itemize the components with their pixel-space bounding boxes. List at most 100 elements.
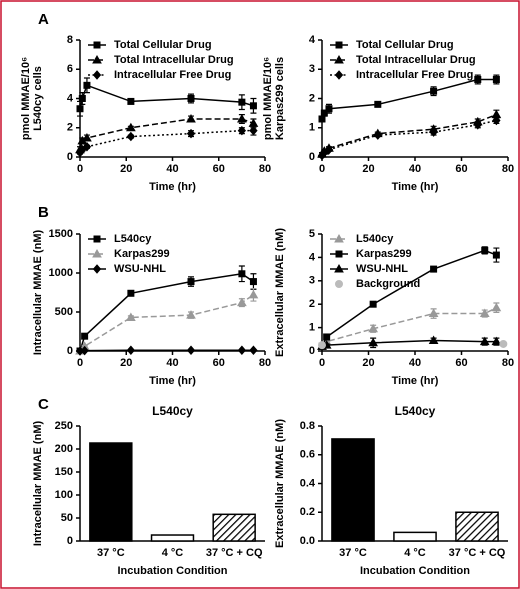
marker [249, 102, 257, 110]
y-tick-label: 2 [309, 92, 315, 104]
legend-label: Karpas299 [114, 248, 170, 260]
legend-marker [92, 248, 102, 258]
legend-label: Total Cellular Drug [114, 39, 212, 51]
legend-label: L540cy [114, 233, 152, 245]
panel-label: B [38, 204, 49, 221]
x-tick-label: 0 [77, 163, 83, 175]
marker [325, 105, 333, 113]
y-tick-label: 1000 [49, 267, 73, 279]
y-tick-label: 200 [55, 443, 73, 455]
y-tick-label: 50 [61, 512, 73, 524]
marker [248, 289, 259, 299]
legend-label: Background [356, 278, 420, 290]
marker [127, 97, 135, 105]
marker [126, 131, 136, 142]
legend-label: Intracellular Free Drug [356, 69, 473, 81]
marker [126, 345, 136, 355]
x-tick-label: 4 °C [404, 547, 426, 559]
y-tick-label: 500 [55, 306, 73, 318]
x-tick-label: 60 [213, 163, 225, 175]
bar [455, 511, 499, 542]
y-tick-label: 5 [309, 228, 315, 240]
x-tick-label: 20 [120, 357, 132, 369]
y-tick-label: 0 [309, 345, 315, 357]
marker [492, 251, 500, 259]
marker [491, 336, 502, 346]
legend-label: Intracellular Free Drug [114, 69, 231, 81]
x-tick-label: 20 [362, 163, 374, 175]
x-tick-label: 80 [259, 163, 271, 175]
x-tick-label: 40 [166, 163, 178, 175]
marker [186, 345, 196, 355]
marker [430, 265, 438, 273]
x-tick-label: 0 [77, 357, 83, 369]
bar [331, 438, 375, 542]
marker [237, 297, 247, 307]
marker [430, 87, 438, 95]
bar [212, 513, 256, 542]
legend-marker [334, 70, 344, 80]
marker [238, 98, 246, 106]
x-tick-label: 80 [502, 357, 514, 369]
marker [429, 127, 438, 137]
x-axis-label: Time (hr) [149, 375, 196, 387]
marker [186, 128, 196, 139]
marker [238, 270, 246, 278]
y-tick-label: 100 [55, 489, 73, 501]
y-tick-label: 0.8 [300, 420, 315, 432]
x-tick-label: 40 [166, 357, 178, 369]
y-tick-label: 250 [55, 420, 73, 432]
x-tick-label: 0 [319, 163, 325, 175]
y-tick-label: 0 [67, 535, 73, 547]
legend-marker [92, 264, 102, 274]
marker [237, 125, 247, 136]
bar [393, 531, 437, 542]
marker [479, 336, 490, 346]
x-tick-label: 80 [259, 357, 271, 369]
marker [499, 339, 508, 348]
y-tick-label: 4 [67, 92, 74, 104]
marker [82, 132, 92, 142]
marker [369, 300, 377, 308]
legend-marker [92, 70, 102, 80]
legend-marker [334, 263, 344, 273]
y-tick-label: 0 [67, 151, 73, 163]
legend-label: WSU-NHL [114, 263, 166, 275]
legend-label: Karpas299 [356, 248, 412, 260]
legend-marker [334, 233, 344, 243]
marker [237, 113, 247, 123]
y-axis-label: Extracellular MMAE (nM) [274, 228, 286, 357]
marker [186, 113, 196, 123]
marker [318, 115, 326, 123]
x-tick-label: 4 °C [162, 547, 184, 559]
y-tick-label: 0.6 [300, 449, 315, 461]
x-tick-label: 37 °C + CQ [206, 547, 263, 559]
legend-label: Total Cellular Drug [356, 39, 454, 51]
marker [81, 332, 89, 340]
x-axis-label: Time (hr) [149, 181, 196, 193]
y-tick-label: 0.2 [300, 506, 315, 518]
bar [89, 442, 133, 542]
y-tick-label: 0.0 [300, 535, 315, 547]
x-tick-label: 40 [409, 357, 421, 369]
marker [491, 302, 502, 312]
legend-marker [335, 280, 343, 288]
chart-title: L540cy [395, 404, 436, 418]
y-tick-label: 0 [309, 151, 315, 163]
marker [492, 75, 500, 83]
x-tick-label: 60 [213, 357, 225, 369]
x-axis-label: Time (hr) [392, 375, 439, 387]
x-axis-label: Incubation Condition [118, 565, 228, 577]
marker [80, 345, 89, 356]
y-tick-label: 3 [309, 275, 315, 287]
x-tick-label: 0 [319, 357, 325, 369]
marker [368, 323, 379, 333]
y-axis-label: L540cy cells [32, 66, 44, 131]
y-tick-label: 4 [309, 34, 316, 46]
y-tick-label: 8 [67, 34, 73, 46]
marker [126, 312, 136, 321]
legend-marker [93, 235, 101, 243]
x-tick-label: 80 [502, 163, 514, 175]
